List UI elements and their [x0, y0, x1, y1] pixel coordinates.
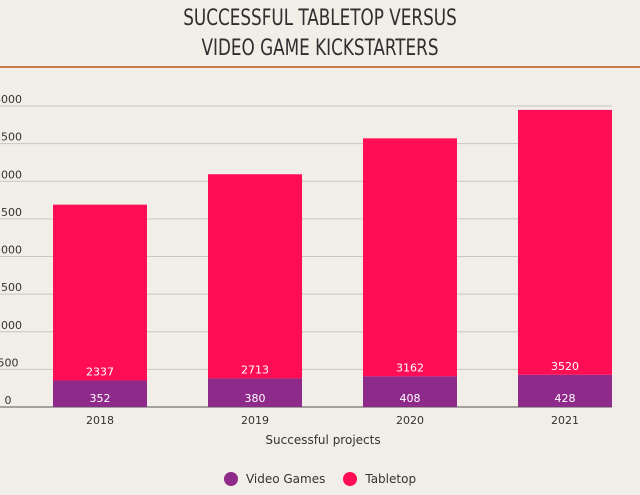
- chart-title-line-2: VIDEO GAME KICKSTARTERS: [201, 36, 439, 61]
- chart-title: SUCCESSFUL TABLETOP VERSUS VIDEO GAME KI…: [48, 4, 592, 64]
- x-tick-label-2019: 2019: [241, 414, 269, 427]
- stacked-bar-chart: 0 500 1000 1500 2000 2500 3000 3500 4000 352 2337 2…: [0, 93, 612, 447]
- legend-swatch-tabletop: [343, 472, 358, 486]
- data-label-video-games-2018: 352: [90, 392, 111, 405]
- bar-video-games-2018: [53, 380, 147, 407]
- x-tick-label-2021: 2021: [551, 414, 579, 427]
- y-tick-label-4000: 4000: [0, 93, 22, 106]
- x-tick-label-2020: 2020: [396, 414, 424, 427]
- bar-tabletop-2020: [363, 138, 457, 377]
- data-label-tabletop-2018: 2337: [86, 366, 114, 379]
- title-divider: [0, 66, 640, 68]
- legend: Video Games Tabletop: [0, 472, 640, 486]
- legend-label-video-games: Video Games: [245, 472, 326, 486]
- x-tick-label-2018: 2018: [86, 414, 114, 427]
- y-tick-label-2500: 2500: [0, 206, 22, 219]
- data-label-tabletop-2021: 3520: [551, 360, 579, 373]
- y-tick-label-500: 500: [0, 356, 19, 369]
- bar-tabletop-2018: [53, 204, 147, 381]
- y-tick-label-2000: 2000: [0, 244, 22, 257]
- y-tick-label-3500: 3500: [0, 131, 22, 144]
- y-tick-label-3000: 3000: [0, 168, 22, 181]
- data-label-tabletop-2020: 3162: [396, 361, 424, 374]
- y-tick-label-1500: 1500: [0, 281, 22, 294]
- bar-video-games-2019: [208, 378, 302, 407]
- legend-item-tabletop[interactable]: Tabletop: [343, 472, 416, 486]
- bar-video-games-2020: [363, 376, 457, 407]
- legend-swatch-video-games: [223, 472, 238, 486]
- y-tick-label-1000: 1000: [0, 319, 22, 332]
- chart-title-line-1: SUCCESSFUL TABLETOP VERSUS: [183, 6, 457, 31]
- legend-item-video-games[interactable]: Video Games: [223, 472, 326, 486]
- data-label-video-games-2019: 380: [245, 392, 266, 405]
- legend-label-tabletop: Tabletop: [365, 472, 417, 486]
- x-axis-title: Successful projects: [265, 433, 380, 447]
- bar-tabletop-2019: [208, 174, 302, 379]
- y-tick-label-0: 0: [5, 394, 12, 407]
- bar-tabletop-2021: [518, 109, 612, 375]
- data-label-tabletop-2019: 2713: [241, 363, 269, 376]
- data-label-video-games-2020: 408: [400, 392, 421, 405]
- bar-video-games-2021: [518, 374, 612, 407]
- data-label-video-games-2021: 428: [555, 392, 576, 405]
